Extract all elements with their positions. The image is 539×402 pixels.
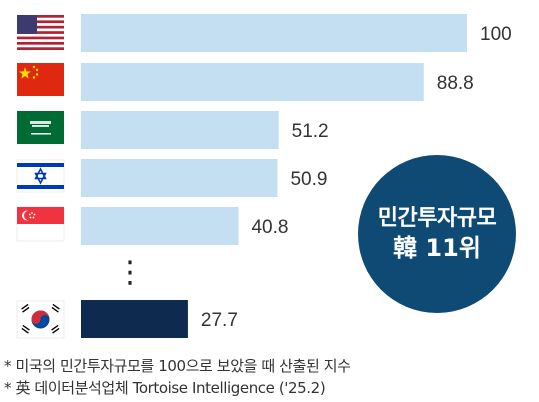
value-label: 40.8 bbox=[251, 217, 288, 238]
bar-china bbox=[81, 63, 424, 101]
ellipsis-marker: ⋮ bbox=[115, 255, 145, 290]
investment-rank-badge: 민간투자규모 韓 11위 bbox=[358, 155, 516, 313]
value-label: 27.7 bbox=[201, 310, 238, 331]
value-label: 51.2 bbox=[292, 121, 329, 142]
badge-rank: 韓 11위 bbox=[393, 233, 481, 262]
footnote-index-definition: * 미국의 민간투자규모를 100으로 보았을 때 산출된 지수 bbox=[4, 357, 351, 375]
footnote-source: * 英 데이터분석업체 Tortoise Intelligence ('25.2… bbox=[4, 379, 326, 397]
value-label: 100 bbox=[480, 24, 512, 45]
israel-flag-icon bbox=[16, 159, 65, 193]
footnotes: * 미국의 민간투자규모를 100으로 보았을 때 산출된 지수 * 英 데이터… bbox=[4, 355, 351, 399]
bar-singapore bbox=[81, 207, 239, 245]
bars-group bbox=[81, 14, 467, 338]
bar-united-states bbox=[81, 14, 467, 52]
value-label: 50.9 bbox=[290, 169, 327, 190]
china-flag-icon bbox=[17, 63, 64, 96]
korea-flag-icon bbox=[16, 300, 65, 339]
singapore-flag-icon bbox=[16, 206, 65, 242]
bar-south-korea bbox=[81, 300, 188, 338]
value-labels-group: 100 88.8 51.2 50.9 40.8 27.7 bbox=[201, 24, 512, 331]
bar-chart: 100 88.8 51.2 50.9 40.8 27.7 ⋮ bbox=[16, 14, 512, 339]
bar-saudi-arabia bbox=[81, 111, 279, 149]
value-label: 88.8 bbox=[437, 73, 474, 94]
us-flag-icon bbox=[17, 15, 64, 50]
bar-israel bbox=[81, 159, 278, 197]
badge-title: 민간투자규모 bbox=[377, 206, 497, 232]
saudi-flag-icon bbox=[17, 111, 64, 144]
